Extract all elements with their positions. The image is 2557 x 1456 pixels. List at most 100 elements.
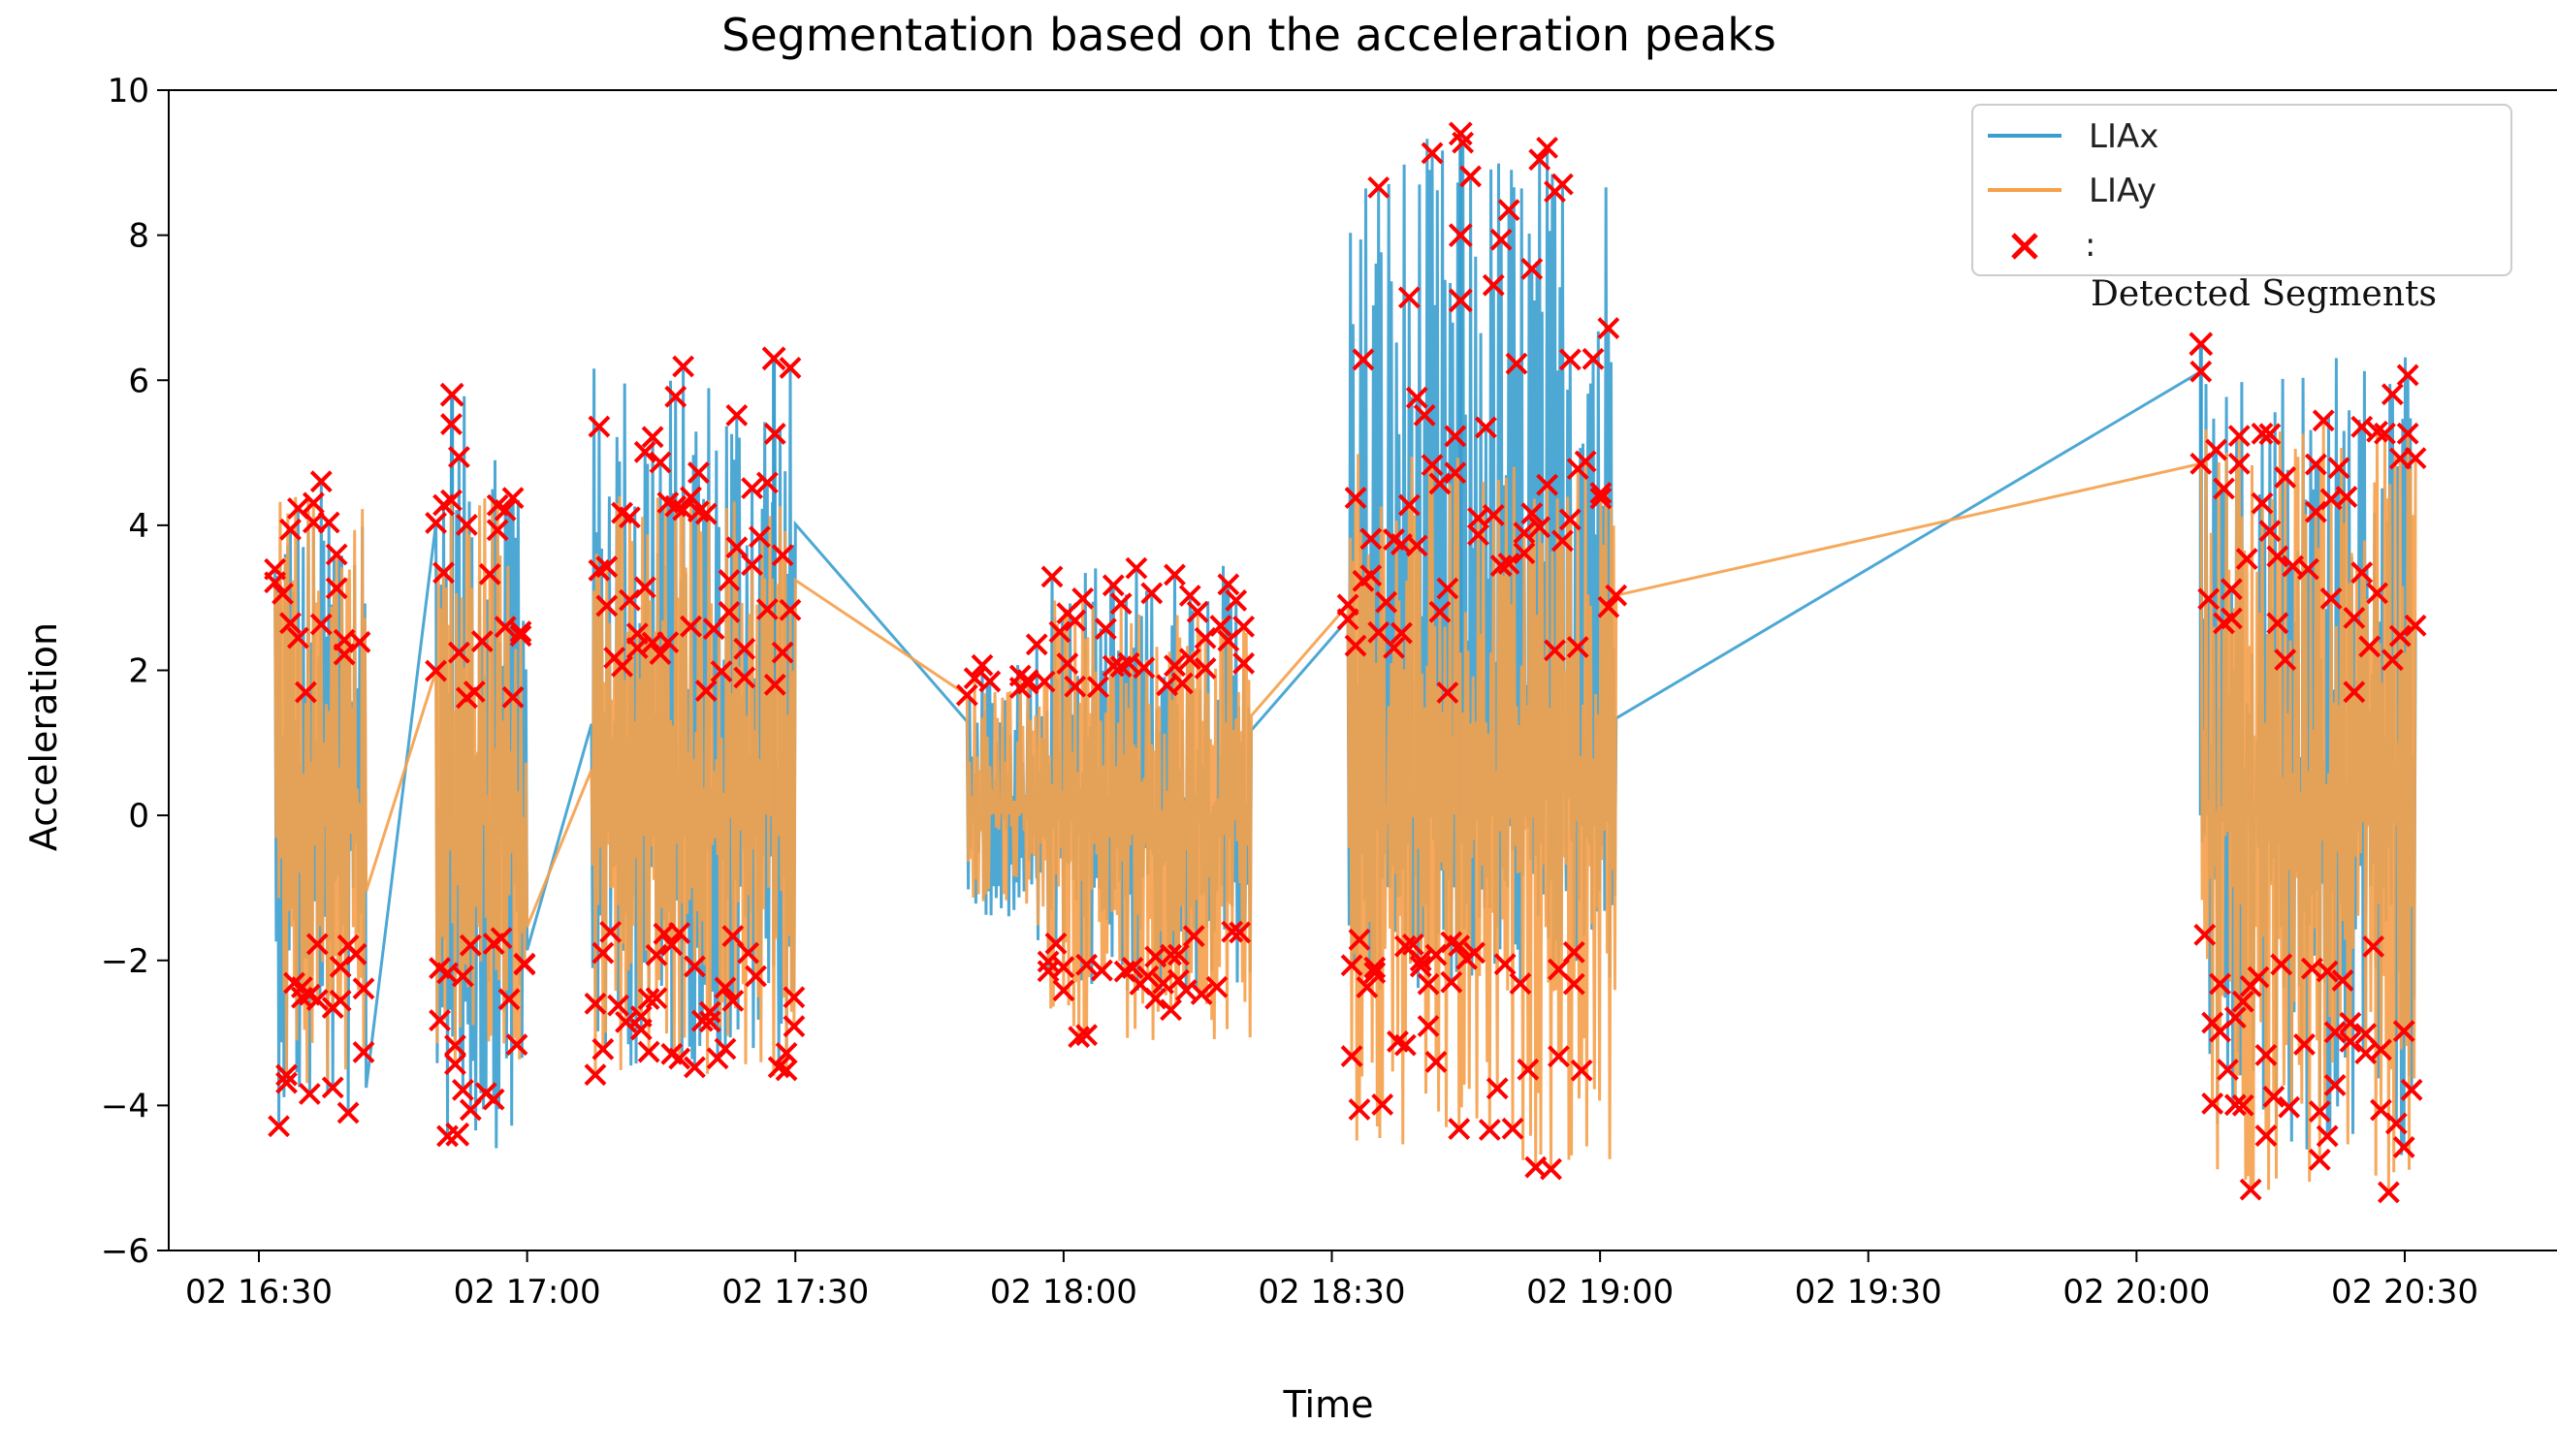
segment-marker bbox=[1336, 593, 1359, 617]
segment-marker bbox=[1068, 1026, 1091, 1049]
segment-marker bbox=[603, 647, 626, 669]
segment-marker bbox=[1455, 947, 1479, 970]
segment-marker bbox=[668, 1047, 691, 1070]
segment-marker bbox=[1401, 933, 1424, 956]
segment-marker bbox=[1044, 932, 1068, 955]
segment-marker bbox=[1393, 1033, 1417, 1057]
segment-marker bbox=[775, 1041, 798, 1064]
segment-marker bbox=[1363, 956, 1387, 979]
segment-marker bbox=[2343, 681, 2366, 704]
segment-marker bbox=[1436, 681, 1459, 704]
segment-marker bbox=[459, 934, 482, 957]
segment-marker bbox=[1383, 636, 1405, 659]
segment-marker bbox=[2258, 423, 2282, 446]
segment-marker bbox=[1409, 955, 1432, 978]
segment-marker bbox=[2297, 557, 2319, 581]
segment-marker bbox=[2293, 1033, 2316, 1056]
segment-marker bbox=[637, 988, 660, 1010]
segment-marker bbox=[1164, 563, 1186, 586]
segment-marker bbox=[1574, 450, 1597, 473]
segment-marker bbox=[1513, 522, 1536, 545]
segment-marker bbox=[2323, 1021, 2347, 1044]
peak-marker bbox=[761, 346, 786, 371]
segment-marker bbox=[1417, 1015, 1440, 1037]
segment-marker bbox=[1421, 142, 1444, 165]
segment-marker bbox=[1448, 1118, 1471, 1140]
segment-marker bbox=[607, 994, 630, 1017]
segment-marker bbox=[2213, 477, 2235, 500]
segment-marker bbox=[619, 506, 641, 529]
segment-marker bbox=[2381, 649, 2404, 672]
segment-marker bbox=[1520, 257, 1544, 280]
segment-marker bbox=[2350, 415, 2374, 438]
segment-marker bbox=[1467, 523, 1489, 547]
segment-marker bbox=[463, 681, 486, 703]
segment-marker bbox=[264, 571, 287, 594]
segment-marker bbox=[2193, 923, 2217, 946]
x-tick-label: 02 18:30 bbox=[1258, 1273, 1405, 1312]
segment-marker bbox=[317, 511, 340, 534]
segment-marker bbox=[1540, 1157, 1562, 1181]
segment-marker bbox=[1205, 975, 1229, 998]
segment-marker bbox=[2251, 422, 2274, 445]
segment-marker bbox=[687, 461, 710, 484]
segment-marker bbox=[1501, 1117, 1524, 1140]
segment-marker bbox=[2266, 545, 2289, 568]
segment-marker bbox=[1136, 965, 1160, 988]
x-tick-label: 02 20:00 bbox=[2062, 1273, 2210, 1312]
segment-marker bbox=[2223, 1093, 2247, 1117]
segment-marker bbox=[584, 1063, 607, 1087]
segment-marker bbox=[684, 1056, 706, 1079]
segment-marker bbox=[694, 680, 718, 702]
segment-marker bbox=[333, 628, 356, 651]
legend-label-detected: : bbox=[2085, 226, 2095, 265]
x-tick-label: 02 17:30 bbox=[721, 1273, 869, 1312]
segment-marker bbox=[1493, 953, 1517, 976]
segment-marker bbox=[1037, 950, 1060, 973]
segment-marker bbox=[1570, 1059, 1593, 1082]
segment-marker bbox=[1225, 589, 1248, 612]
y-tick-label: −4 bbox=[101, 1087, 149, 1125]
segment-marker bbox=[637, 1040, 660, 1063]
segment-marker bbox=[1544, 639, 1566, 662]
y-tick-label: 6 bbox=[128, 362, 149, 400]
segment-marker bbox=[2209, 1020, 2231, 1043]
x-tick-label: 02 19:30 bbox=[1795, 1273, 1942, 1312]
plot-area bbox=[264, 121, 2427, 1204]
segment-marker bbox=[2400, 1078, 2423, 1101]
segment-marker bbox=[625, 622, 649, 646]
segment-marker bbox=[1071, 586, 1095, 610]
segment-marker bbox=[1589, 482, 1613, 505]
segment-marker bbox=[1232, 615, 1256, 638]
segment-marker bbox=[1025, 633, 1048, 656]
segment-marker bbox=[425, 659, 447, 682]
x-tick-label: 02 20:30 bbox=[2331, 1273, 2478, 1312]
segment-marker bbox=[733, 666, 756, 689]
segment-marker bbox=[775, 1059, 798, 1082]
segment-marker bbox=[1160, 998, 1182, 1022]
segment-marker bbox=[2235, 548, 2258, 571]
segment-marker bbox=[287, 626, 309, 649]
segment-marker bbox=[1352, 348, 1375, 371]
segment-marker bbox=[1356, 976, 1379, 998]
segment-marker bbox=[763, 673, 786, 696]
segment-marker bbox=[1444, 461, 1467, 485]
segment-marker bbox=[1436, 577, 1459, 600]
segment-marker bbox=[448, 641, 470, 664]
segment-marker bbox=[2339, 1011, 2362, 1034]
x-tick-label: 02 18:00 bbox=[990, 1273, 1137, 1312]
segment-marker bbox=[664, 385, 687, 408]
segment-marker bbox=[1605, 584, 1628, 607]
segment-marker bbox=[1566, 636, 1589, 658]
segment-marker bbox=[2201, 1092, 2224, 1115]
segment-marker bbox=[1536, 136, 1559, 159]
segment-marker bbox=[1486, 1077, 1509, 1100]
segment-marker bbox=[2370, 1098, 2392, 1122]
legend-box bbox=[1971, 104, 2512, 276]
x-tick-label: 02 16:30 bbox=[185, 1273, 333, 1312]
segment-marker bbox=[305, 933, 329, 956]
segment-marker bbox=[1144, 987, 1167, 1010]
segment-marker bbox=[2220, 578, 2243, 601]
segment-marker bbox=[279, 518, 302, 541]
y-axis: −6 −4 −2 0 2 4 6 8 10 bbox=[101, 72, 169, 1271]
